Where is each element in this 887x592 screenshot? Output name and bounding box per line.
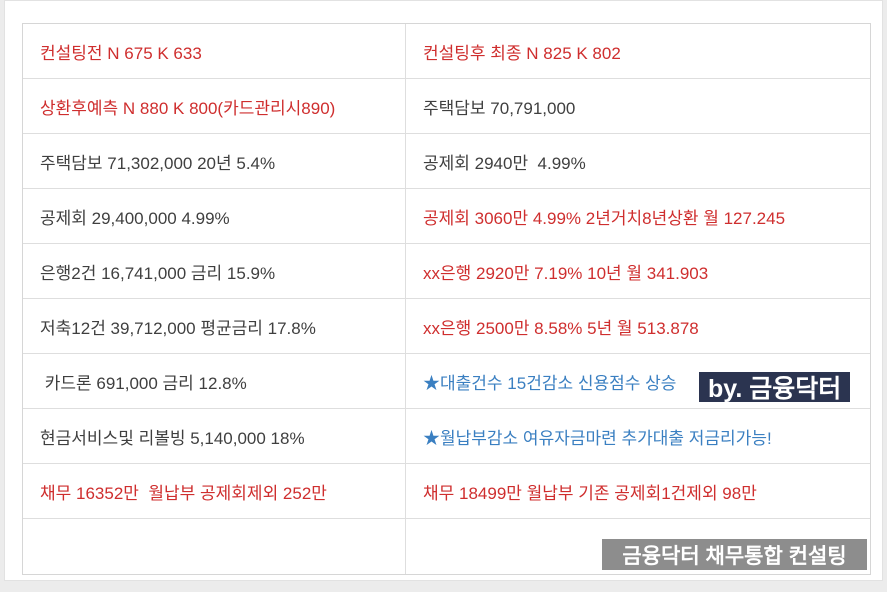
cell-text: 채무 18499만 월납부 기존 공제회1건제외 98만 [423,483,757,503]
footer-badge-text: 금융닥터 채무통합 컨설팅 [622,544,847,568]
cell-text: 컨설팅전 N 675 K 633 [40,43,202,63]
table-cell-bank-loan-after-2: xx은행 2500만 8.58% 5년 월 513.878 [406,299,870,354]
cell-text: ★대출건수 15건감소 신용점수 상승 [423,373,677,393]
cell-text: 공제회 2940만 4.99% [423,153,586,173]
cell-text: 채무 16352만 월납부 공제회제외 252만 [40,483,327,503]
cell-text: 카드론 691,000 금리 12.8% [40,373,247,393]
cell-text: 은행2건 16,741,000 금리 15.9% [40,263,276,283]
table-cell-before-summary: 컨설팅전 N 675 K 633 [23,24,406,79]
table-cell-cardloan-before: 카드론 691,000 금리 12.8% [23,354,406,409]
table-cell-empty-left [23,519,406,574]
cell-text: 주택담보 70,791,000 [423,98,576,118]
table-cell-total-debt-after: 채무 18499만 월납부 기존 공제회1건제외 98만 [406,464,870,519]
table-cell-total-debt-before: 채무 16352만 월납부 공제회제외 252만 [23,464,406,519]
consulting-comparison-table: 컨설팅전 N 675 K 633 컨설팅후 최종 N 825 K 802 상환후… [22,23,871,575]
table-cell-benefit-monthly: ★월납부감소 여유자금마련 추가대출 저금리가능! [406,409,870,464]
footer-consulting-badge: 금융닥터 채무통합 컨설팅 [602,539,867,570]
table-cell-bank-loans-before: 은행2건 16,741,000 금리 15.9% [23,244,406,299]
content-panel: 컨설팅전 N 675 K 633 컨설팅후 최종 N 825 K 802 상환후… [4,0,883,581]
table-cell-mutualaid-newloan: 공제회 3060만 4.99% 2년거치8년상환 월 127.245 [406,189,870,244]
cell-text: 주택담보 71,302,000 20년 5.4% [40,153,276,173]
cell-text: 저축12건 39,712,000 평균금리 17.8% [40,318,316,338]
table-cell-mortgage-before: 주택담보 71,302,000 20년 5.4% [23,134,406,189]
watermark-by-badge: by. 금융닥터 [698,371,852,403]
cell-text: 컨설팅후 최종 N 825 K 802 [423,43,621,63]
table-cell-mutualaid-before: 공제회 29,400,000 4.99% [23,189,406,244]
table-cell-benefit-credit: ★대출건수 15건감소 신용점수 상승 [406,354,870,409]
cell-text: xx은행 2920만 7.19% 10년 월 341.903 [423,263,709,283]
table-cell-savings-loans-before: 저축12건 39,712,000 평균금리 17.8% [23,299,406,354]
cell-text: xx은행 2500만 8.58% 5년 월 513.878 [423,318,699,338]
table-cell-mortgage-after: 주택담보 70,791,000 [406,79,870,134]
cell-text: ★월납부감소 여유자금마련 추가대출 저금리가능! [423,428,772,448]
table-cell-after-summary: 컨설팅후 최종 N 825 K 802 [406,24,870,79]
table-cell-mutualaid-after: 공제회 2940만 4.99% [406,134,870,189]
cell-text: 공제회 3060만 4.99% 2년거치8년상환 월 127.245 [423,208,786,228]
cell-text: 공제회 29,400,000 4.99% [40,208,230,228]
table-cell-forecast: 상환후예측 N 880 K 800(카드관리시890) [23,79,406,134]
cell-text: 현금서비스및 리볼빙 5,140,000 18% [40,428,305,448]
table-cell-bank-loan-after-1: xx은행 2920만 7.19% 10년 월 341.903 [406,244,870,299]
watermark-text: by. 금융닥터 [708,375,842,403]
table-cell-cashservice-before: 현금서비스및 리볼빙 5,140,000 18% [23,409,406,464]
cell-text: 상환후예측 N 880 K 800(카드관리시890) [40,98,336,118]
